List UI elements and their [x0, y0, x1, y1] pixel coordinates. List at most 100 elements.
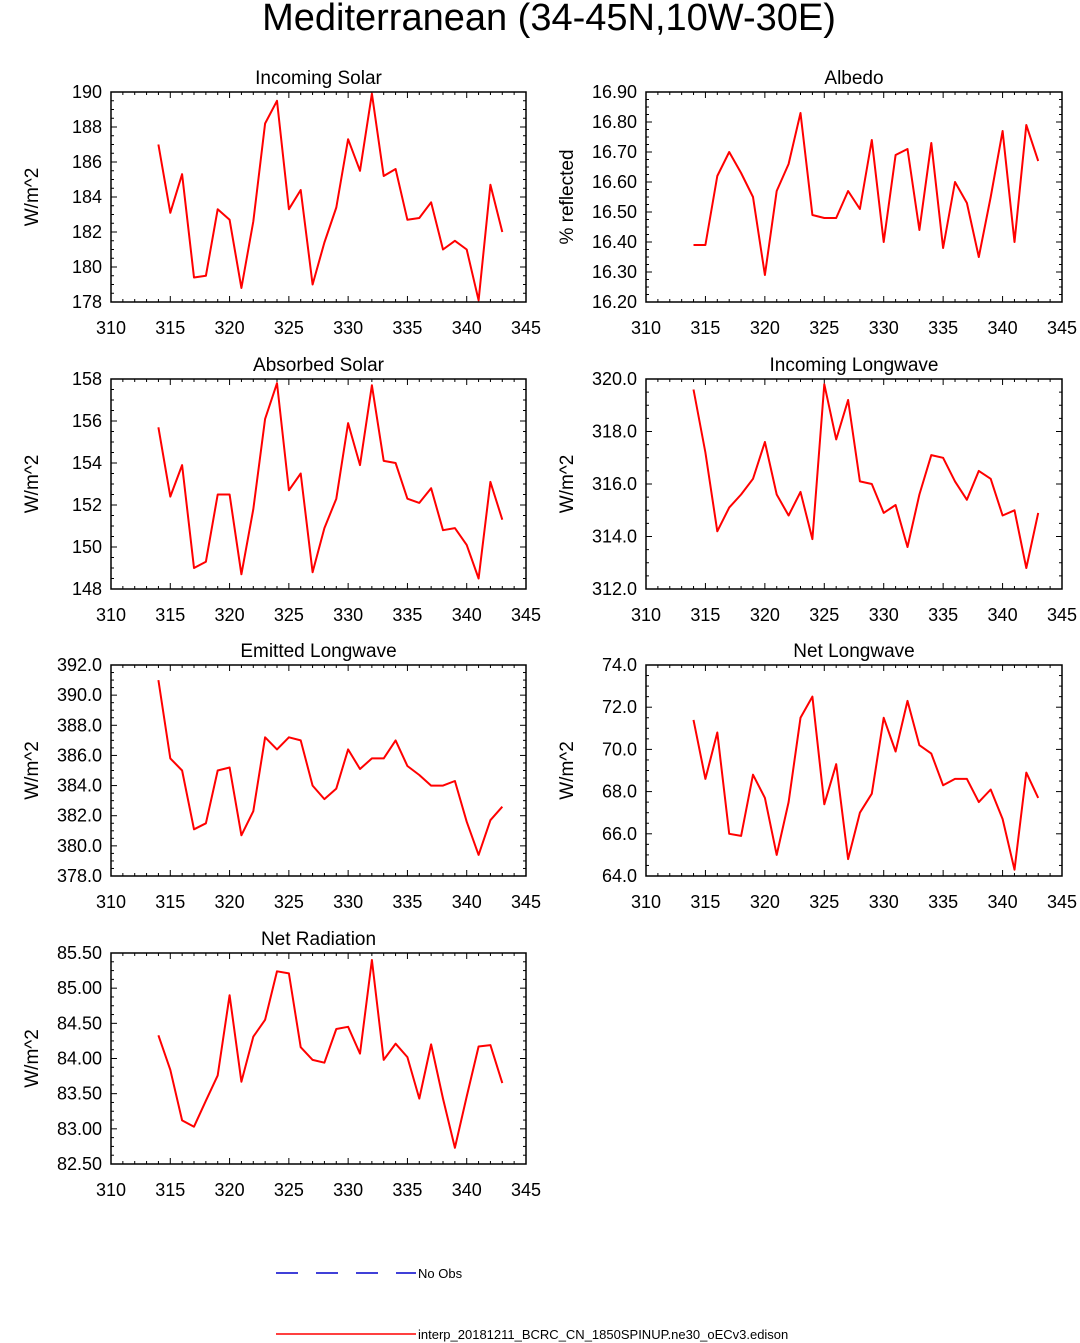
x-tick-label: 320	[215, 318, 245, 338]
y-tick-label: 85.50	[57, 943, 102, 963]
panel-title: Incoming Longwave	[770, 355, 939, 376]
y-tick-label: 154	[72, 453, 102, 473]
y-tick-label: 84.50	[57, 1013, 102, 1033]
x-tick-label: 325	[274, 605, 304, 625]
panel-incoming-solar: Incoming Solar W/m^2 310 315 320 325 330 335 340…	[22, 68, 541, 338]
x-tick-label: 335	[928, 605, 958, 625]
x-tick-label: 345	[511, 892, 541, 912]
y-tick-label: 158	[72, 369, 102, 389]
y-axis-label: W/m^2	[22, 1029, 43, 1088]
x-tick-label: 310	[631, 605, 661, 625]
y-tick-label: 156	[72, 411, 102, 431]
y-tick-label: 314.0	[592, 527, 637, 547]
x-tick-label: 345	[1047, 605, 1077, 625]
x-tick-label: 340	[988, 892, 1018, 912]
legend-model-label: interp_20181211_BCRC_CN_1850SPINUP.ne30_…	[418, 1327, 788, 1342]
y-tick-label: 82.50	[57, 1154, 102, 1174]
legend: No Obs interp_20181211_BCRC_CN_1850SPINU…	[276, 1266, 788, 1342]
x-tick-label: 340	[452, 605, 482, 625]
x-tick-label: 325	[809, 605, 839, 625]
panel-net-longwave: Net Longwave W/m^2 310 315 320 325 330 335 340 34…	[557, 641, 1077, 912]
y-tick-label: 72.0	[602, 697, 637, 717]
y-tick-label: 16.40	[592, 232, 637, 252]
x-tick-label: 315	[155, 318, 185, 338]
y-tick-label: 182	[72, 222, 102, 242]
x-tick-label: 335	[392, 318, 422, 338]
panel-title: Absorbed Solar	[253, 355, 385, 376]
panel-title: Emitted Longwave	[240, 641, 396, 662]
x-tick-label: 330	[869, 892, 899, 912]
x-tick-label: 325	[809, 318, 839, 338]
y-tick-label: 190	[72, 82, 102, 102]
y-tick-label: 390.0	[57, 685, 102, 705]
y-tick-label: 16.60	[592, 172, 637, 192]
panel-title: Net Longwave	[793, 641, 914, 662]
y-tick-label: 16.30	[592, 262, 637, 282]
y-tick-label: 16.50	[592, 202, 637, 222]
panel-albedo: Albedo % reflected 310 315 320 325 330 335 340 34…	[557, 68, 1077, 338]
y-tick-label: 312.0	[592, 579, 637, 599]
series-line-model	[157, 959, 504, 1149]
y-axis-label: W/m^2	[557, 455, 578, 514]
y-tick-label: 380.0	[57, 836, 102, 856]
series-line-model	[692, 383, 1040, 569]
y-tick-label: 382.0	[57, 806, 102, 826]
y-axis-label: W/m^2	[22, 455, 43, 514]
x-tick-label: 330	[333, 605, 363, 625]
y-tick-label: 152	[72, 495, 102, 515]
panel-absorbed-solar: Absorbed Solar W/m^2 310 315 320 325 330 335 340…	[22, 355, 541, 625]
x-tick-label: 340	[452, 892, 482, 912]
x-tick-label: 345	[511, 1180, 541, 1200]
figure-title: Mediterranean (34-45N,10W-30E)	[262, 0, 836, 39]
y-tick-label: 64.0	[602, 866, 637, 886]
y-tick-label: 318.0	[592, 422, 637, 442]
plot-frame	[645, 378, 1063, 590]
x-tick-label: 320	[215, 892, 245, 912]
y-tick-label: 84.00	[57, 1049, 102, 1069]
panel-title: Net Radiation	[261, 929, 376, 950]
x-tick-label: 315	[155, 892, 185, 912]
y-tick-label: 148	[72, 579, 102, 599]
x-tick-label: 330	[333, 1180, 363, 1200]
y-tick-label: 316.0	[592, 474, 637, 494]
y-tick-label: 16.90	[592, 82, 637, 102]
x-tick-label: 320	[215, 1180, 245, 1200]
panel-title: Albedo	[824, 68, 883, 89]
x-tick-label: 310	[96, 605, 126, 625]
y-tick-label: 386.0	[57, 745, 102, 765]
plot-frame	[110, 664, 527, 877]
y-tick-label: 384.0	[57, 776, 102, 796]
series-line-model	[157, 382, 504, 580]
y-tick-label: 83.50	[57, 1084, 102, 1104]
x-tick-label: 335	[392, 605, 422, 625]
x-tick-label: 310	[96, 892, 126, 912]
panel-incoming-longwave: Incoming Longwave W/m^2 310 315 320 325 330 335…	[557, 355, 1077, 625]
x-tick-label: 330	[333, 318, 363, 338]
x-tick-label: 310	[96, 318, 126, 338]
y-tick-label: 320.0	[592, 369, 637, 389]
y-tick-label: 68.0	[602, 782, 637, 802]
series-line-model	[693, 112, 1040, 276]
panel-net-radiation: Net Radiation W/m^2 310 315 320 325 330 335 340 3…	[22, 929, 541, 1200]
y-tick-label: 378.0	[57, 866, 102, 886]
panel-title: Incoming Solar	[255, 68, 382, 89]
x-tick-label: 330	[333, 892, 363, 912]
x-tick-label: 315	[690, 892, 720, 912]
y-tick-label: 188	[72, 117, 102, 137]
plot-frame	[110, 378, 527, 590]
x-tick-label: 335	[928, 892, 958, 912]
x-tick-label: 315	[690, 605, 720, 625]
y-tick-label: 74.0	[602, 655, 637, 675]
x-tick-label: 345	[511, 605, 541, 625]
x-tick-label: 310	[631, 892, 661, 912]
x-tick-label: 345	[1047, 892, 1077, 912]
x-tick-label: 340	[452, 318, 482, 338]
x-tick-label: 330	[869, 605, 899, 625]
x-tick-label: 320	[750, 318, 780, 338]
x-tick-label: 335	[392, 892, 422, 912]
legend-obs-label: No Obs	[418, 1266, 463, 1281]
series-line-model	[692, 695, 1040, 871]
x-tick-label: 310	[631, 318, 661, 338]
y-axis-label: W/m^2	[22, 168, 43, 227]
y-tick-label: 85.00	[57, 978, 102, 998]
